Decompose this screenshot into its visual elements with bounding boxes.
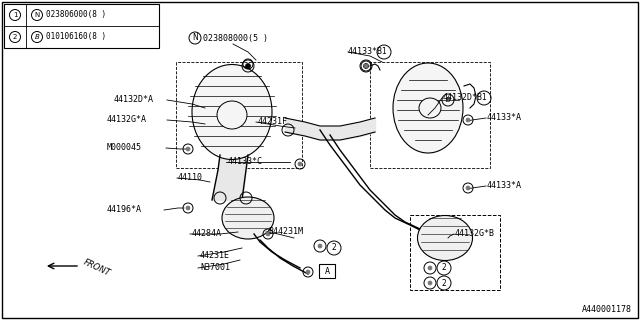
Text: 2: 2 — [332, 244, 337, 252]
Text: 44133*B: 44133*B — [348, 47, 383, 57]
Circle shape — [318, 244, 322, 248]
Circle shape — [428, 266, 432, 270]
Circle shape — [246, 63, 250, 68]
Text: B: B — [35, 34, 40, 40]
Text: 44231E: 44231E — [200, 252, 230, 260]
Circle shape — [298, 162, 302, 166]
Circle shape — [266, 232, 270, 236]
Ellipse shape — [222, 197, 274, 239]
Text: 44196*A: 44196*A — [107, 205, 142, 214]
Text: 023808000(5 ): 023808000(5 ) — [203, 34, 268, 43]
Text: 44132D*B: 44132D*B — [443, 93, 483, 102]
Circle shape — [364, 63, 369, 68]
Text: 2: 2 — [442, 263, 446, 273]
Text: M000045: M000045 — [107, 143, 142, 153]
Text: N37001: N37001 — [200, 263, 230, 273]
Text: B: B — [445, 97, 451, 103]
Text: 44133*C: 44133*C — [228, 157, 263, 166]
Text: 44132G*B: 44132G*B — [455, 229, 495, 238]
Circle shape — [428, 281, 432, 285]
Text: 2: 2 — [13, 34, 17, 40]
Circle shape — [364, 64, 368, 68]
Text: 1: 1 — [13, 12, 17, 18]
FancyBboxPatch shape — [319, 264, 335, 278]
Text: 1: 1 — [482, 93, 486, 102]
Circle shape — [306, 270, 310, 274]
Ellipse shape — [217, 101, 247, 129]
Text: N: N — [35, 12, 40, 18]
Text: 44231F: 44231F — [258, 117, 288, 126]
Text: B44231M: B44231M — [268, 228, 303, 236]
Text: 010106160(8 ): 010106160(8 ) — [46, 33, 106, 42]
Text: FRONT: FRONT — [82, 258, 112, 278]
Text: 44132D*A: 44132D*A — [114, 95, 154, 105]
Text: 1: 1 — [381, 47, 387, 57]
Circle shape — [186, 206, 190, 210]
Text: 44133*A: 44133*A — [487, 114, 522, 123]
Text: 2: 2 — [442, 278, 446, 287]
Text: 44284A: 44284A — [192, 229, 222, 238]
FancyBboxPatch shape — [4, 4, 159, 48]
Text: 023806000(8 ): 023806000(8 ) — [46, 11, 106, 20]
Ellipse shape — [393, 63, 463, 153]
Text: 44110: 44110 — [178, 173, 203, 182]
Text: A440001178: A440001178 — [582, 305, 632, 314]
Circle shape — [186, 147, 190, 151]
Text: 44133*A: 44133*A — [487, 181, 522, 190]
Text: 44132G*A: 44132G*A — [107, 116, 147, 124]
Circle shape — [466, 118, 470, 122]
Ellipse shape — [419, 98, 441, 118]
Ellipse shape — [417, 215, 472, 260]
Text: A: A — [324, 267, 330, 276]
Text: N: N — [192, 34, 198, 43]
Circle shape — [466, 186, 470, 190]
Ellipse shape — [192, 65, 272, 159]
